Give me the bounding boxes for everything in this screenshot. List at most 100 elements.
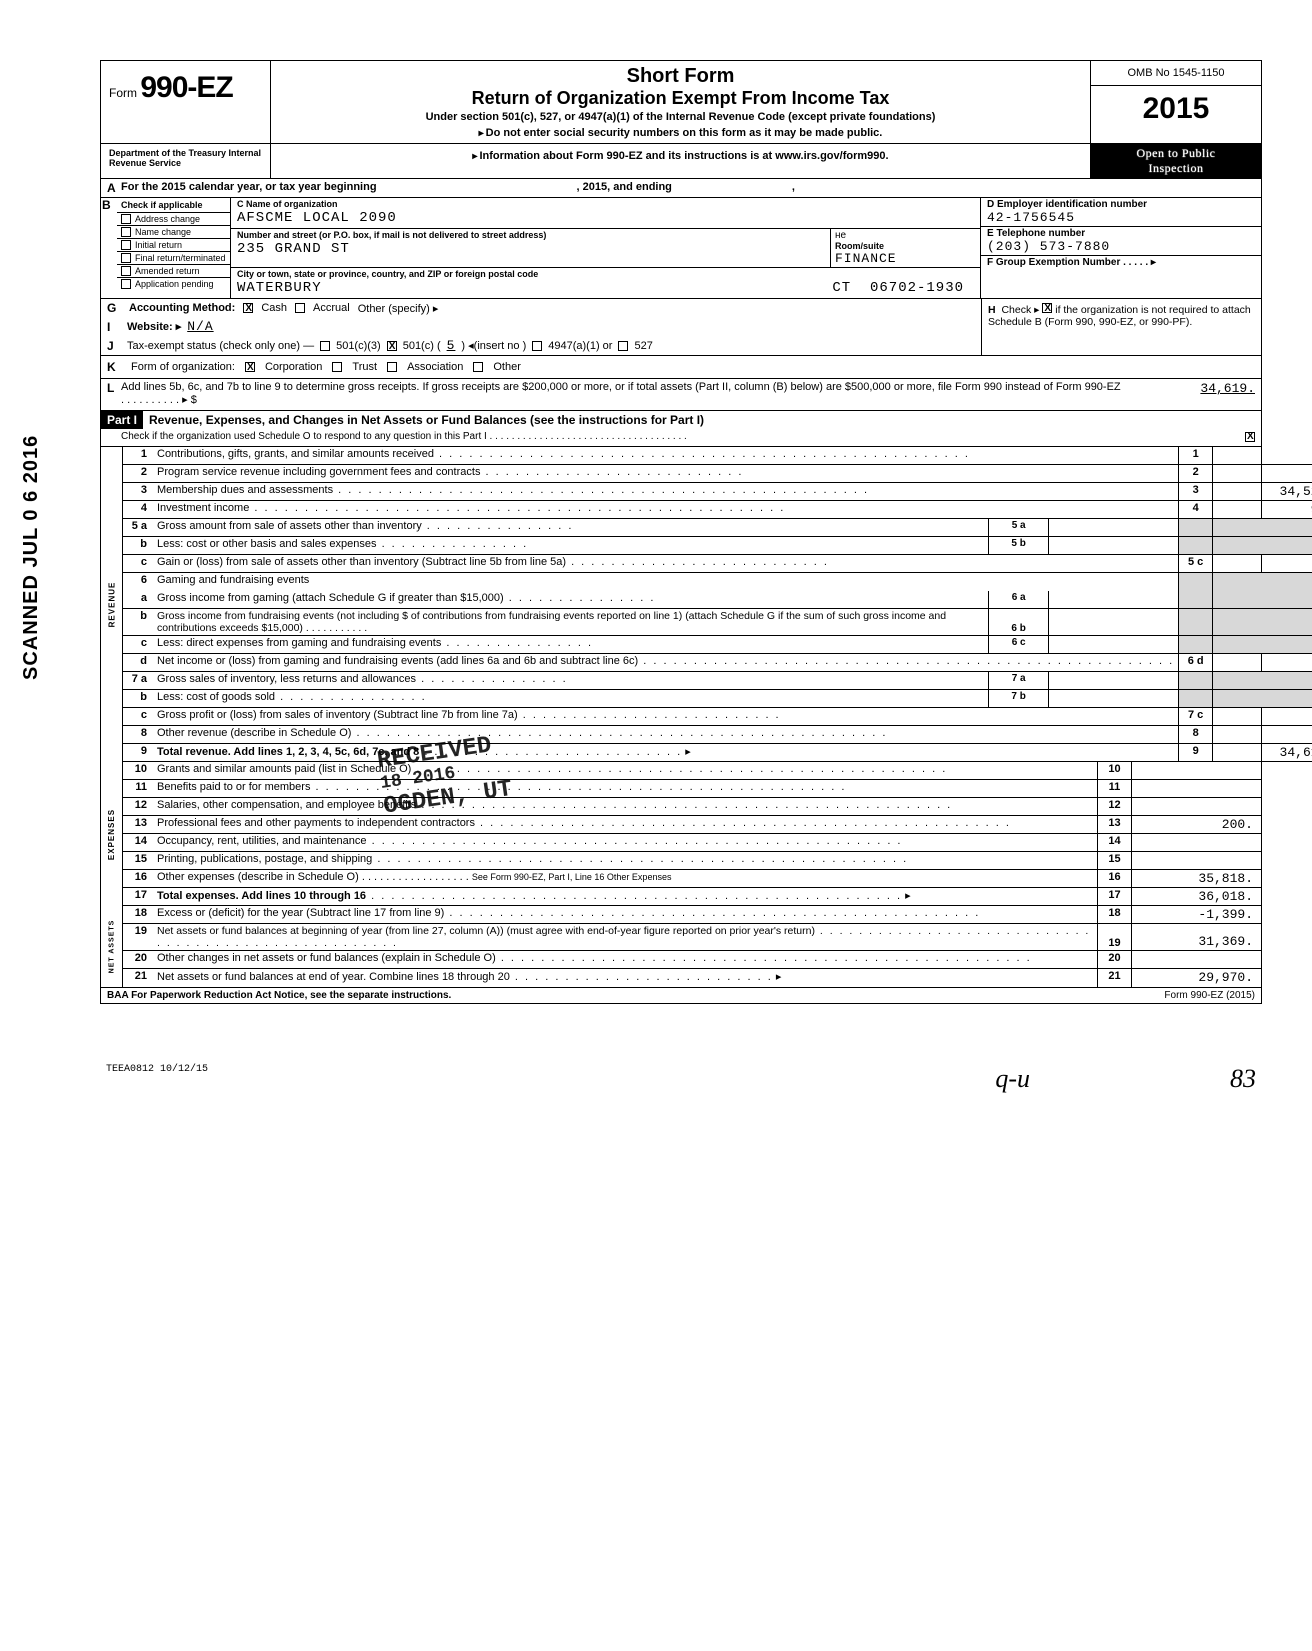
- lbl-other-org: Other: [493, 361, 521, 373]
- part1-header-row: Part I Revenue, Expenses, and Changes in…: [101, 411, 1261, 429]
- lbl-corp: Corporation: [265, 361, 322, 373]
- form-prefix: Form: [109, 86, 137, 100]
- chk-501c3[interactable]: [320, 341, 330, 351]
- lbl-accrual: Accrual: [313, 302, 350, 314]
- footer-baa: BAA For Paperwork Reduction Act Notice, …: [107, 990, 451, 1001]
- ein-value: 42-1756545: [987, 210, 1255, 225]
- l-text: Add lines 5b, 6c, and 7b to line 9 to de…: [121, 381, 1121, 393]
- info-url: Information about Form 990-EZ and its in…: [479, 150, 888, 162]
- lbl-initial-return: Initial return: [135, 240, 182, 250]
- scan-date-stamp: SCANNED JUL 0 6 2016: [20, 435, 43, 680]
- lbl-final-return: Final return/terminated: [135, 253, 226, 263]
- part1-badge: Part I: [101, 411, 143, 429]
- c-street-label: Number and street (or P.O. box, if mail …: [231, 229, 830, 241]
- form-title-cell: Short Form Return of Organization Exempt…: [271, 61, 1091, 143]
- line-20: Other changes in net assets or fund bala…: [157, 952, 496, 964]
- website-value: N/A: [187, 319, 213, 334]
- lbl-cash: Cash: [261, 302, 287, 314]
- line-6b: Gross income from fundraising events (no…: [157, 610, 946, 634]
- revenue-section: REVENUE 1Contributions, gifts, grants, a…: [101, 446, 1261, 762]
- j-label: Tax-exempt status (check only one) —: [127, 340, 314, 352]
- entity-grid: B Check if applicable Address change Nam…: [101, 198, 1261, 299]
- chk-527[interactable]: [618, 341, 628, 351]
- chk-4947[interactable]: [532, 341, 542, 351]
- lbl-app-pending: Application pending: [135, 279, 214, 289]
- title-main: Return of Organization Exempt From Incom…: [279, 88, 1082, 109]
- 501c-num: 5: [447, 338, 456, 353]
- line-6c: Less: direct expenses from gaming and fu…: [157, 637, 441, 649]
- chk-trust[interactable]: [332, 362, 342, 372]
- omb-number: OMB No 1545-1150: [1091, 61, 1261, 86]
- lbl-501c: 501(c) (: [403, 340, 441, 352]
- form-990ez: Form 990-EZ Short Form Return of Organiz…: [100, 60, 1262, 1004]
- chk-schedule-o[interactable]: [1245, 432, 1255, 442]
- line-13: Professional fees and other payments to …: [157, 817, 475, 829]
- l-dots: . . . . . . . . . . ▸ $: [121, 394, 197, 406]
- open-inspection: Open to Public Inspection: [1091, 144, 1261, 178]
- chk-other-org[interactable]: [473, 362, 483, 372]
- val-3: 34,526.: [1212, 483, 1312, 500]
- form-footer: BAA For Paperwork Reduction Act Notice, …: [101, 987, 1261, 1003]
- k-label: Form of organization:: [131, 361, 235, 373]
- line-a-label: For the 2015 calendar year, or tax year …: [121, 181, 377, 195]
- tax-year: 2015: [1091, 86, 1261, 132]
- val-9: 34,619.: [1212, 744, 1312, 761]
- part1-title: Revenue, Expenses, and Changes in Net As…: [143, 411, 1261, 429]
- f-arrow: ▸: [1151, 257, 1156, 268]
- chk-app-pending[interactable]: [121, 279, 131, 289]
- org-street: 235 GRAND ST: [231, 241, 830, 259]
- lbl-501c3: 501(c)(3): [336, 340, 381, 352]
- form-header: Form 990-EZ Short Form Return of Organiz…: [101, 61, 1261, 144]
- line-17: Total expenses. Add lines 10 through 16: [157, 890, 366, 902]
- lbl-other-method: Other (specify) ▸: [358, 302, 439, 315]
- chk-corp[interactable]: [245, 362, 255, 372]
- subtitle-code: Under section 501(c), 527, or 4947(a)(1)…: [279, 111, 1082, 123]
- e-label: E Telephone number: [987, 228, 1255, 239]
- lbl-trust: Trust: [352, 361, 377, 373]
- line-6a: Gross income from gaming (attach Schedul…: [157, 592, 504, 604]
- f-label: F Group Exemption Number: [987, 257, 1120, 268]
- lbl-insert-no: ) ◂(insert no ): [461, 339, 526, 352]
- line-3: Membership dues and assessments: [157, 484, 333, 496]
- val-13: 200.: [1131, 816, 1261, 833]
- header-right: OMB No 1545-1150 2015: [1091, 61, 1261, 143]
- line-a-mid: , 2015, and ending: [577, 181, 672, 195]
- footer-formref: Form 990-EZ (2015): [1164, 990, 1255, 1001]
- chk-schedule-b[interactable]: [1042, 303, 1052, 313]
- val-21: 29,970.: [1131, 969, 1261, 987]
- subtitle-ssn: Do not enter social security numbers on …: [486, 127, 883, 139]
- line-8: Other revenue (describe in Schedule O): [157, 727, 351, 739]
- line-1: Contributions, gifts, grants, and simila…: [157, 448, 434, 460]
- i-label: Website: ▸: [127, 320, 181, 333]
- line-10: Grants and similar amounts paid (list in…: [157, 763, 411, 775]
- chk-address-change[interactable]: [121, 214, 131, 224]
- line-7b: Less: cost of goods sold: [157, 691, 275, 703]
- line-16: Other expenses (describe in Schedule O): [157, 871, 359, 883]
- line-19: Net assets or fund balances at beginning…: [157, 925, 815, 937]
- line-15: Printing, publications, postage, and shi…: [157, 853, 372, 865]
- chk-final-return[interactable]: [121, 253, 131, 263]
- form-id-cell: Form 990-EZ: [101, 61, 271, 143]
- line-9: Total revenue. Add lines 1, 2, 3, 4, 5c,…: [157, 746, 419, 758]
- val-17: 36,018.: [1131, 888, 1261, 905]
- part1-sub: Check if the organization used Schedule …: [121, 431, 487, 442]
- line-5c: Gain or (loss) from sale of assets other…: [157, 556, 566, 568]
- lbl-amended-return: Amended return: [135, 266, 200, 276]
- chk-assoc[interactable]: [387, 362, 397, 372]
- title-short: Short Form: [279, 65, 1082, 88]
- lbl-4947: 4947(a)(1) or: [548, 340, 612, 352]
- chk-accrual[interactable]: [295, 303, 305, 313]
- assets-section: NET ASSETS 18Excess or (deficit) for the…: [101, 906, 1261, 987]
- line-4: Investment income: [157, 502, 249, 514]
- chk-501c[interactable]: [387, 341, 397, 351]
- chk-amended-return[interactable]: [121, 266, 131, 276]
- line-14: Occupancy, rent, utilities, and maintena…: [157, 835, 367, 847]
- lbl-assoc: Association: [407, 361, 463, 373]
- chk-initial-return[interactable]: [121, 240, 131, 250]
- chk-cash[interactable]: [243, 303, 253, 313]
- form-number: 990-EZ: [140, 71, 232, 104]
- line-6: Gaming and fundraising events: [153, 573, 1178, 591]
- expenses-section: EXPENSES 10Grants and similar amounts pa…: [101, 762, 1261, 906]
- chk-name-change[interactable]: [121, 227, 131, 237]
- line-7a: Gross sales of inventory, less returns a…: [157, 673, 416, 685]
